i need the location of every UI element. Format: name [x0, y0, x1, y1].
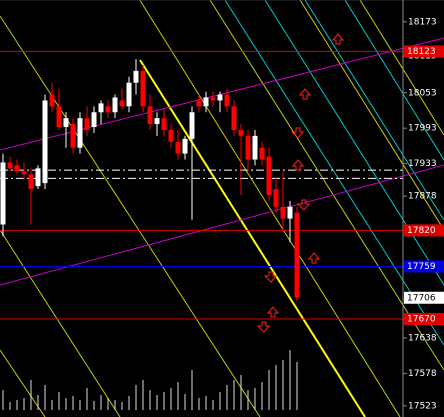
candle-body: [63, 118, 69, 128]
candle-body: [196, 100, 202, 107]
candle-body: [238, 129, 244, 136]
candle-body: [189, 112, 195, 139]
candle-body: [35, 168, 41, 187]
candle-body: [168, 129, 174, 142]
candle-body: [273, 189, 279, 207]
level-box: [404, 45, 444, 58]
candle-body: [21, 171, 27, 175]
candle-body: [259, 147, 265, 160]
y-tick-label: 17523: [408, 401, 437, 411]
candle-body: [119, 100, 125, 107]
candle-body: [252, 135, 258, 160]
candle-body: [287, 206, 293, 219]
candle-body: [161, 118, 167, 130]
candle-body: [210, 97, 216, 101]
level-label: 17759: [407, 262, 436, 272]
candle-body: [112, 97, 118, 113]
y-tick-label: 18173: [408, 17, 437, 27]
candle-body: [42, 100, 48, 184]
candle-body: [140, 70, 146, 107]
candle-body: [70, 124, 76, 148]
y-tick-label: 17933: [408, 159, 437, 169]
candle-body: [217, 94, 223, 101]
candle-body: [182, 138, 188, 154]
y-tick-label: 17993: [408, 124, 437, 134]
candle-body: [245, 135, 251, 160]
candle-body: [147, 106, 153, 125]
candle-body: [266, 156, 272, 195]
candle-body: [280, 206, 286, 219]
last-price-label: 17706: [407, 293, 436, 303]
y-tick-label: 17638: [408, 333, 437, 343]
level-label: 17670: [407, 315, 436, 325]
candle-body: [105, 106, 111, 113]
candle-body: [126, 82, 132, 107]
level-box: [404, 260, 444, 273]
candle-body: [154, 118, 160, 125]
y-tick-label: 17578: [408, 369, 437, 379]
candle-body: [7, 162, 13, 169]
candle-body: [294, 212, 300, 298]
candle-body: [203, 97, 209, 107]
signal-arrows: [256, 33, 345, 333]
candle-body: [98, 103, 104, 113]
plot-area: [0, 50, 403, 410]
candle-body: [91, 112, 97, 128]
candle-body: [231, 106, 237, 130]
candle-body: [56, 106, 62, 128]
candle-body: [0, 162, 6, 225]
candle-body: [28, 174, 34, 190]
candle-body: [49, 94, 55, 107]
y-tick-label: 18053: [408, 88, 437, 98]
last-price-box: [404, 291, 444, 304]
level-label: 17820: [407, 226, 436, 236]
candle-body: [175, 141, 181, 154]
candle-body: [133, 70, 139, 83]
candle-body: [224, 94, 230, 107]
level-box: [404, 313, 444, 326]
candle-body: [84, 118, 90, 130]
y-tick-label: 17878: [408, 192, 437, 202]
candle-body: [14, 165, 20, 172]
level-label: 18123: [407, 47, 436, 57]
candle-body: [77, 118, 83, 148]
level-box: [404, 224, 444, 237]
